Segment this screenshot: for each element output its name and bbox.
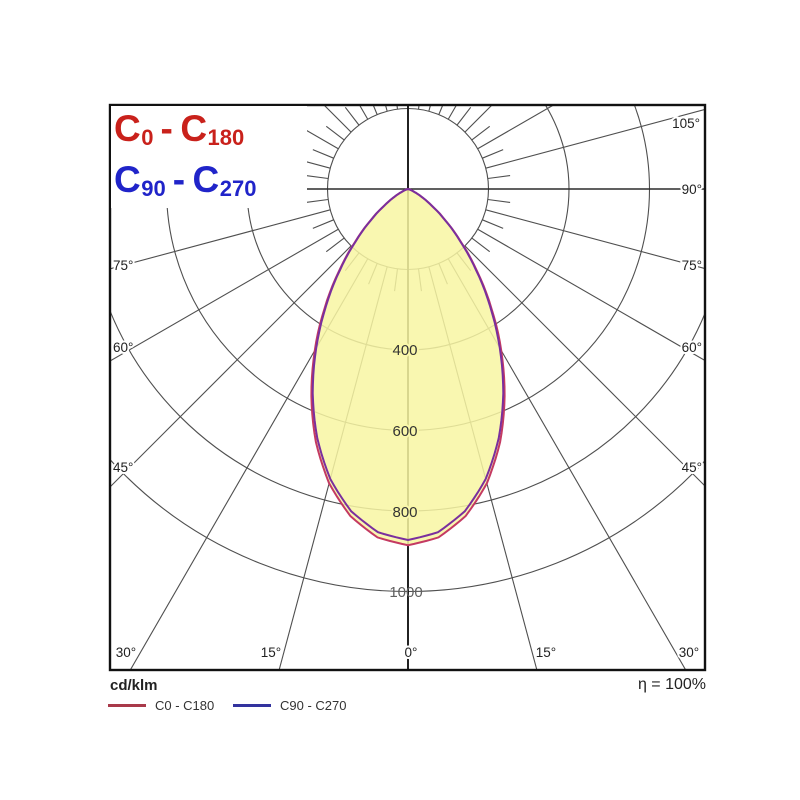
- angle-tick-112.5: [482, 149, 504, 159]
- c-subscript: 90: [141, 175, 166, 201]
- angle-line-45: [464, 245, 705, 487]
- plane-labels-box: C0- C180 C90- C270: [111, 106, 307, 208]
- angle-line-60: [477, 228, 705, 361]
- ring-label: 400: [392, 342, 417, 359]
- angle-tick-67.5: [312, 219, 334, 229]
- angle-label: 60°: [682, 340, 702, 355]
- angle-line-135: [464, 105, 493, 133]
- angle-label: 75°: [113, 258, 133, 273]
- angle-tick-127.5: [325, 125, 345, 141]
- legend-label: C90 - C270: [280, 697, 347, 713]
- legend-item-c90-c270: C90 - C270: [233, 697, 346, 713]
- plot-border: [108, 103, 707, 672]
- angle-label: 45°: [113, 460, 133, 475]
- angle-label: 15°: [536, 645, 556, 660]
- ring-label: 600: [392, 423, 417, 440]
- separator: -: [172, 159, 186, 200]
- angle-tick-142.5: [456, 106, 472, 126]
- angle-label: 105°: [672, 116, 700, 131]
- angle-tick-157.5: [438, 105, 444, 115]
- unit-label: cd/klm: [110, 677, 158, 694]
- c-subscript: 270: [219, 175, 257, 201]
- c-symbol: C: [114, 108, 142, 149]
- angle-line-135: [323, 105, 352, 133]
- angle-label: 60°: [113, 340, 133, 355]
- angle-tick-97.5: [487, 175, 511, 180]
- angle-tick-67.5: [482, 219, 504, 229]
- ring-label: 800: [392, 504, 417, 521]
- angle-tick-157.5: [372, 105, 378, 115]
- angle-label: 90°: [682, 182, 702, 197]
- angle-line-75: [110, 209, 331, 270]
- c-subscript: 0: [141, 124, 154, 150]
- separator: -: [160, 108, 174, 149]
- angle-tick-52.5: [325, 237, 345, 253]
- angle-tick-97.5: [305, 175, 329, 180]
- legend-label: C0 - C180: [155, 697, 215, 713]
- c-symbol: C: [114, 159, 142, 200]
- angle-tick-82.5: [305, 198, 329, 203]
- angle-label: 45°: [682, 460, 702, 475]
- angle-tick-112.5: [312, 149, 334, 159]
- angle-line-60: [110, 228, 339, 362]
- beam-c0-c180: [310, 188, 506, 547]
- angle-label: 75°: [682, 258, 702, 273]
- angle-line-150: [359, 105, 369, 120]
- plane-label-c0-c180: C0- C180: [114, 110, 244, 149]
- efficiency-label: η = 100%: [637, 676, 706, 693]
- angle-tick-142.5: [344, 106, 360, 126]
- angle-label: 15°: [261, 645, 281, 660]
- angle-line-120: [477, 105, 554, 150]
- c-symbol: C: [192, 159, 220, 200]
- angle-label: 30°: [116, 645, 136, 660]
- angle-label: 0°: [405, 645, 418, 660]
- angle-line-105: [485, 108, 705, 169]
- legend-item-c0-c180: C0 - C180: [108, 697, 214, 713]
- legend-line-red: [108, 703, 146, 707]
- angle-label: 30°: [679, 645, 699, 660]
- angle-line-150: [447, 105, 457, 120]
- angle-tick-52.5: [471, 237, 491, 253]
- angle-line-45: [110, 245, 352, 488]
- ring-label: 1000: [389, 584, 422, 601]
- legend-line-blue: [233, 703, 271, 707]
- plane-label-c90-c270: C90- C270: [114, 161, 257, 200]
- angle-tick-127.5: [471, 125, 491, 141]
- angle-line-75: [485, 209, 705, 270]
- beam-c90-c270: [311, 188, 505, 542]
- c-subscript: 180: [207, 124, 245, 150]
- c-symbol: C: [180, 108, 208, 149]
- angle-tick-82.5: [487, 198, 511, 203]
